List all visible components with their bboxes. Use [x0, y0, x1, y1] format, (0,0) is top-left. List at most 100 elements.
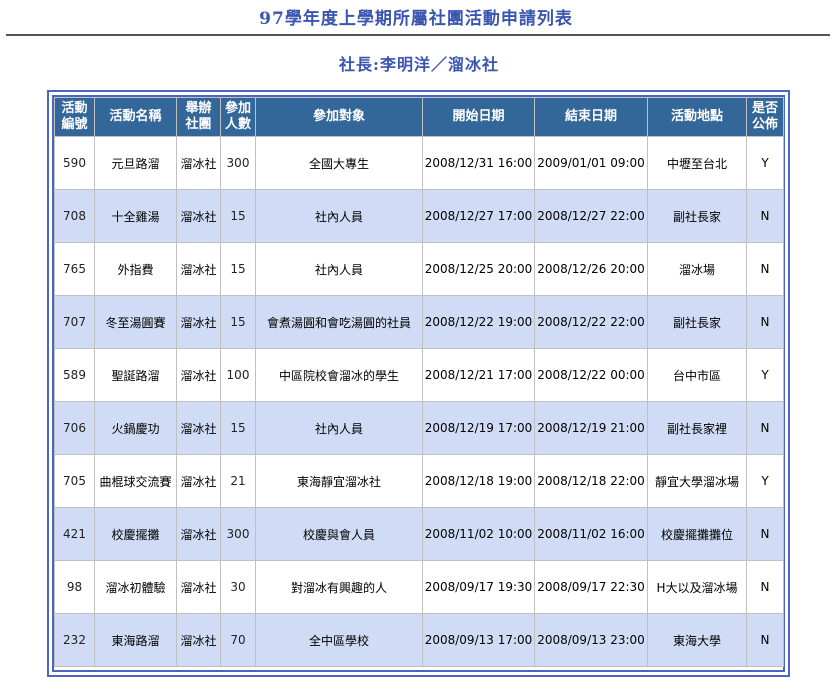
cell-published: N — [746, 401, 784, 455]
cell-participant-count: 100 — [220, 348, 256, 402]
table-row: 98 溜冰初體驗 溜冰社 30 對溜冰有興趣的人 2008/09/17 19:30 2008… — [54, 560, 784, 614]
cell-location: 中壢至台北 — [647, 136, 747, 190]
cell-end-date: 2008/12/22 22:00 — [534, 295, 648, 349]
cell-location: 台中市區 — [647, 348, 747, 402]
cell-target-audience: 社內人員 — [255, 189, 423, 243]
cell-target-audience: 全國大專生 — [255, 136, 423, 190]
table-header-row: 活動編號 活動名稱 舉辦社團 參加人數 參加對象 開始日期 結束日期 活動地點 是否公佈 — [54, 97, 784, 137]
divider — [6, 34, 830, 36]
cell-location: 副社長家 — [647, 189, 747, 243]
column-header-location: 活動地點 — [647, 97, 747, 137]
cell-start-date: 2008/12/21 17:00 — [422, 348, 535, 402]
cell-published: N — [746, 295, 784, 349]
column-header-host-club: 舉辦社團 — [176, 97, 221, 137]
table-row: 421 校慶擺攤 溜冰社 300 校慶與會人員 2008/11/02 10:00 2008/… — [54, 507, 784, 561]
cell-location: 校慶擺攤攤位 — [647, 507, 747, 561]
cell-activity-name: 溜冰初體驗 — [94, 560, 177, 614]
cell-published: Y — [746, 348, 784, 402]
cell-end-date: 2008/12/18 22:00 — [534, 454, 648, 508]
cell-activity-id: 589 — [54, 348, 95, 402]
cell-start-date: 2008/12/25 20:00 — [422, 242, 535, 296]
cell-start-date: 2008/12/19 17:00 — [422, 401, 535, 455]
cell-participant-count: 15 — [220, 242, 256, 296]
cell-host-club: 溜冰社 — [176, 295, 221, 349]
table-row: 232 東海路溜 溜冰社 70 全中區學校 2008/09/13 17:00 2008/09… — [54, 613, 784, 667]
cell-end-date: 2008/11/02 16:00 — [534, 507, 648, 561]
column-header-participant-count: 參加人數 — [220, 97, 256, 137]
cell-end-date: 2008/12/26 20:00 — [534, 242, 648, 296]
table-row: 590 元旦路溜 溜冰社 300 全國大專生 2008/12/31 16:00 2009/0… — [54, 136, 784, 190]
column-header-activity-name: 活動名稱 — [94, 97, 177, 137]
cell-activity-id: 707 — [54, 295, 95, 349]
cell-host-club: 溜冰社 — [176, 454, 221, 508]
cell-target-audience: 全中區學校 — [255, 613, 423, 667]
cell-host-club: 溜冰社 — [176, 136, 221, 190]
cell-participant-count: 300 — [220, 136, 256, 190]
cell-target-audience: 對溜冰有興趣的人 — [255, 560, 423, 614]
table-row: 707 冬至湯圓賽 溜冰社 15 會煮湯圓和會吃湯圓的社員 2008/12/22 19:0… — [54, 295, 784, 349]
cell-host-club: 溜冰社 — [176, 348, 221, 402]
cell-published: Y — [746, 136, 784, 190]
cell-start-date: 2008/12/27 17:00 — [422, 189, 535, 243]
cell-participant-count: 15 — [220, 401, 256, 455]
cell-start-date: 2008/09/13 17:00 — [422, 613, 535, 667]
cell-activity-name: 冬至湯圓賽 — [94, 295, 177, 349]
cell-end-date: 2008/12/27 22:00 — [534, 189, 648, 243]
cell-end-date: 2009/01/01 09:00 — [534, 136, 648, 190]
cell-activity-name: 東海路溜 — [94, 613, 177, 667]
cell-activity-id: 421 — [54, 507, 95, 561]
cell-end-date: 2008/09/17 22:30 — [534, 560, 648, 614]
cell-target-audience: 東海靜宜溜冰社 — [255, 454, 423, 508]
column-header-published: 是否公佈 — [746, 97, 784, 137]
table-row: 708 十全雞湯 溜冰社 15 社內人員 2008/12/27 17:00 2008/12/… — [54, 189, 784, 243]
table-container: 活動編號 活動名稱 舉辦社團 參加人數 參加對象 開始日期 結束日期 活動地點 是否公佈 590… — [52, 95, 785, 672]
cell-host-club: 溜冰社 — [176, 189, 221, 243]
column-header-start-date: 開始日期 — [422, 97, 535, 137]
cell-end-date: 2008/09/13 23:00 — [534, 613, 648, 667]
cell-activity-id: 765 — [54, 242, 95, 296]
column-header-end-date: 結束日期 — [534, 97, 648, 137]
page-title: 97學年度上學期所屬社團活動申請列表 — [259, 9, 573, 29]
cell-location: 東海大學 — [647, 613, 747, 667]
cell-start-date: 2008/09/17 19:30 — [422, 560, 535, 614]
cell-activity-name: 元旦路溜 — [94, 136, 177, 190]
cell-participant-count: 30 — [220, 560, 256, 614]
activity-table: 活動編號 活動名稱 舉辦社團 參加人數 參加對象 開始日期 結束日期 活動地點 是否公佈 590… — [54, 97, 784, 667]
column-header-activity-id: 活動編號 — [54, 97, 95, 137]
cell-host-club: 溜冰社 — [176, 560, 221, 614]
cell-participant-count: 15 — [220, 295, 256, 349]
cell-start-date: 2008/12/31 16:00 — [422, 136, 535, 190]
cell-host-club: 溜冰社 — [176, 401, 221, 455]
cell-activity-name: 外指費 — [94, 242, 177, 296]
cell-location: 副社長家裡 — [647, 401, 747, 455]
cell-published: N — [746, 507, 784, 561]
cell-target-audience: 會煮湯圓和會吃湯圓的社員 — [255, 295, 423, 349]
cell-location: 靜宜大學溜冰場 — [647, 454, 747, 508]
cell-target-audience: 社內人員 — [255, 401, 423, 455]
cell-host-club: 溜冰社 — [176, 507, 221, 561]
cell-start-date: 2008/11/02 10:00 — [422, 507, 535, 561]
cell-target-audience: 社內人員 — [255, 242, 423, 296]
cell-start-date: 2008/12/22 19:00 — [422, 295, 535, 349]
cell-activity-name: 校慶擺攤 — [94, 507, 177, 561]
cell-activity-id: 706 — [54, 401, 95, 455]
cell-location: 副社長家 — [647, 295, 747, 349]
cell-target-audience: 校慶與會人員 — [255, 507, 423, 561]
table-row: 589 聖誕路溜 溜冰社 100 中區院校會溜冰的學生 2008/12/21 17:00 2… — [54, 348, 784, 402]
table-frame: 活動編號 活動名稱 舉辦社團 參加人數 參加對象 開始日期 結束日期 活動地點 是否公佈 590… — [47, 90, 790, 677]
cell-published: Y — [746, 454, 784, 508]
cell-activity-id: 705 — [54, 454, 95, 508]
column-header-target-audience: 參加對象 — [255, 97, 423, 137]
page-subtitle: 社長:李明洋／溜冰社 — [339, 55, 499, 74]
cell-activity-id: 98 — [54, 560, 95, 614]
cell-activity-id: 590 — [54, 136, 95, 190]
cell-activity-name: 十全雞湯 — [94, 189, 177, 243]
cell-host-club: 溜冰社 — [176, 613, 221, 667]
cell-published: N — [746, 613, 784, 667]
cell-host-club: 溜冰社 — [176, 242, 221, 296]
cell-activity-id: 232 — [54, 613, 95, 667]
cell-published: N — [746, 189, 784, 243]
cell-target-audience: 中區院校會溜冰的學生 — [255, 348, 423, 402]
cell-location: H大以及溜冰場 — [647, 560, 747, 614]
cell-participant-count: 70 — [220, 613, 256, 667]
